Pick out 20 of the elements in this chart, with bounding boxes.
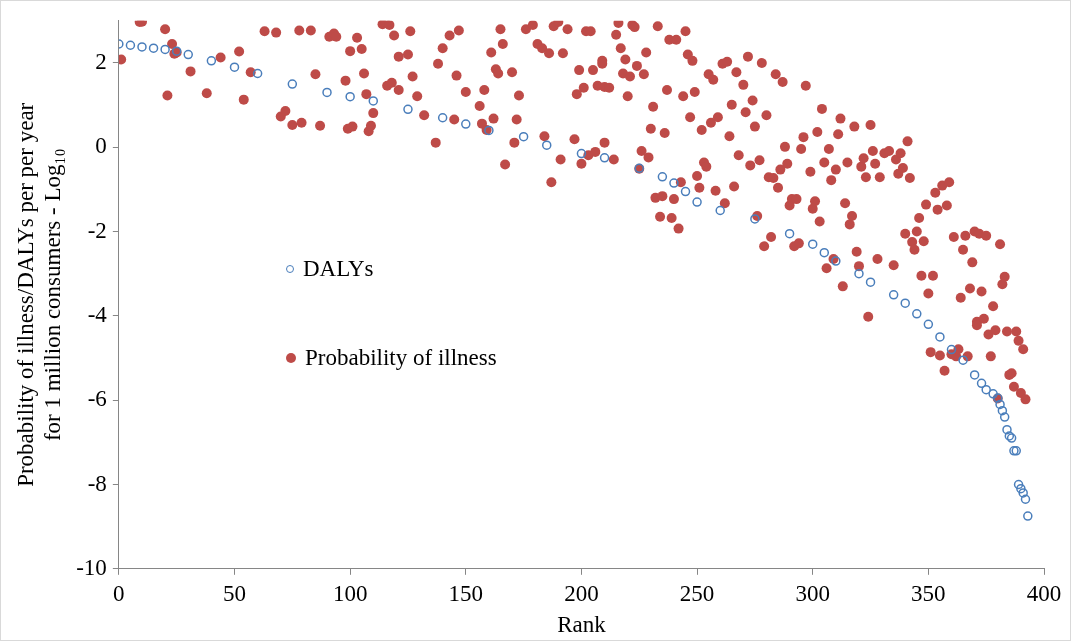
y-tick-label: 2	[95, 49, 107, 74]
x-axis-title: Rank	[557, 612, 607, 638]
y-tick-label: -10	[76, 554, 107, 580]
x-tick-label: 350	[911, 580, 946, 606]
x-tick-label: 200	[564, 580, 599, 606]
y-tick-label: -6	[87, 386, 107, 412]
x-tick-label: 100	[332, 580, 368, 606]
y-tick-label: -8	[87, 470, 107, 496]
x-tick-label: 300	[795, 580, 830, 606]
legend-label: Probability of illness	[305, 345, 497, 371]
x-tick-label: 400	[1026, 580, 1062, 606]
y-tick-label: -4	[87, 301, 108, 327]
x-tick-label: 250	[679, 580, 715, 606]
x-tick-label: 150	[448, 580, 484, 606]
y-tick-label: -2	[87, 217, 107, 243]
y-tick-label: 0	[95, 133, 107, 159]
legend-label: DALYs	[303, 256, 374, 282]
x-tick-label: 50	[223, 580, 246, 606]
y-axis-title: Probability of illness/DALYs per per year for 1 million consumers - Log₁₀	[12, 102, 66, 487]
x-tick-label: 0	[113, 580, 125, 606]
